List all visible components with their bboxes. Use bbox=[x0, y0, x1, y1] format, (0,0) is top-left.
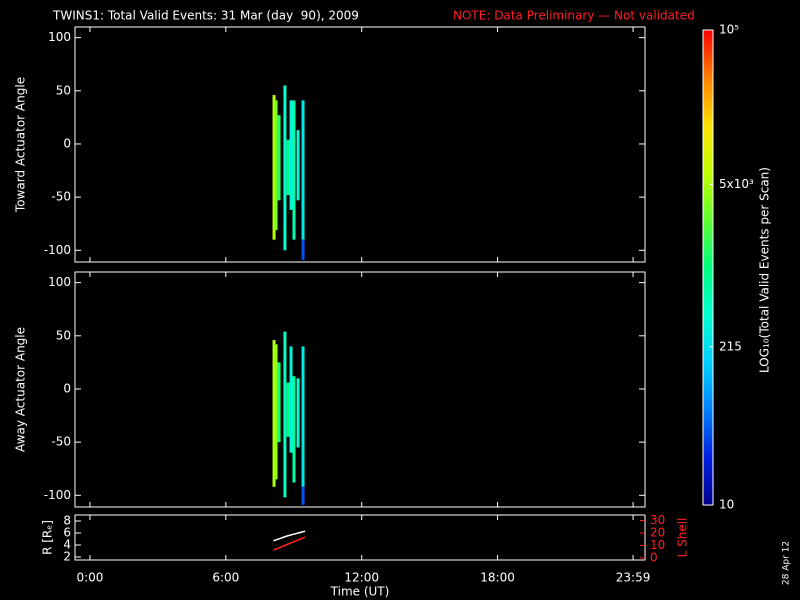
note: NOTE: Data Preliminary — Not validated bbox=[453, 9, 695, 23]
streak bbox=[286, 382, 290, 437]
streak bbox=[277, 115, 281, 201]
panel-frame bbox=[74, 26, 646, 263]
streak bbox=[277, 362, 281, 443]
y-tick-label: -100 bbox=[44, 243, 71, 257]
y-tick-label: 100 bbox=[48, 275, 71, 289]
colorbar-tick-label: 10⁵ bbox=[719, 23, 739, 37]
date-stamp: 28 Apr 12 bbox=[782, 541, 792, 585]
streak bbox=[301, 346, 305, 487]
streak bbox=[301, 239, 305, 260]
y-tick-label: 6 bbox=[63, 526, 71, 540]
streak bbox=[296, 378, 300, 448]
colorbar-title: LOG₁₀(Total Valid Events per Scan) bbox=[758, 167, 772, 373]
x-tick-label: 18:00 bbox=[480, 571, 515, 585]
y-tick-label: 2 bbox=[63, 550, 71, 564]
y-tick-label: -50 bbox=[51, 435, 71, 449]
y-tick-label: 0 bbox=[63, 381, 71, 395]
y-tick-label: -50 bbox=[51, 190, 71, 204]
y-tick-label: 50 bbox=[56, 328, 71, 342]
x-axis-title: Time (UT) bbox=[330, 585, 390, 599]
streak bbox=[286, 139, 290, 196]
y2-tick-label: 10 bbox=[650, 538, 665, 552]
y-axis-title: Away Actuator Angle bbox=[14, 327, 28, 452]
streak bbox=[301, 486, 305, 505]
y-axis-title: R [Rₑ] bbox=[41, 520, 55, 555]
streak bbox=[289, 100, 293, 210]
y2-tick-label: 30 bbox=[650, 513, 665, 527]
streak bbox=[272, 340, 276, 487]
y-tick-label: 50 bbox=[56, 83, 71, 97]
y-tick-label: 0 bbox=[63, 136, 71, 150]
streak bbox=[272, 95, 276, 240]
y2-axis-title: L Shell bbox=[676, 518, 690, 558]
x-tick-label: 12:00 bbox=[344, 571, 379, 585]
panel-frame bbox=[74, 271, 646, 508]
y-tick-label: 100 bbox=[48, 30, 71, 44]
colorbar-tick-label: 10 bbox=[719, 498, 734, 512]
colorbar bbox=[702, 29, 714, 506]
streak bbox=[283, 85, 287, 251]
streak bbox=[292, 100, 296, 240]
y-tick-label: -100 bbox=[44, 488, 71, 502]
streak bbox=[289, 346, 293, 453]
chart-title: TWINS1: Total Valid Events: 31 Mar (day … bbox=[52, 9, 359, 23]
series-line bbox=[273, 536, 306, 551]
series-line bbox=[273, 530, 306, 542]
colorbar-tick-label: 5x10³ bbox=[719, 177, 754, 191]
streak bbox=[292, 376, 296, 483]
y-tick-label: 4 bbox=[63, 538, 71, 552]
panel-frame bbox=[74, 514, 646, 561]
streak bbox=[274, 100, 278, 231]
colorbar-tick-label: 215 bbox=[719, 339, 742, 353]
streak bbox=[283, 331, 287, 498]
x-tick-label: 23:59 bbox=[616, 571, 651, 585]
x-tick-label: 0:00 bbox=[76, 571, 103, 585]
y2-tick-label: 0 bbox=[650, 551, 658, 565]
streak bbox=[301, 100, 305, 240]
streak bbox=[296, 130, 300, 201]
x-tick-label: 6:00 bbox=[212, 571, 239, 585]
y-axis-title: Toward Actuator Angle bbox=[14, 77, 28, 213]
streak bbox=[274, 344, 278, 480]
y2-tick-label: 20 bbox=[650, 526, 665, 540]
y-tick-label: 8 bbox=[63, 514, 71, 528]
